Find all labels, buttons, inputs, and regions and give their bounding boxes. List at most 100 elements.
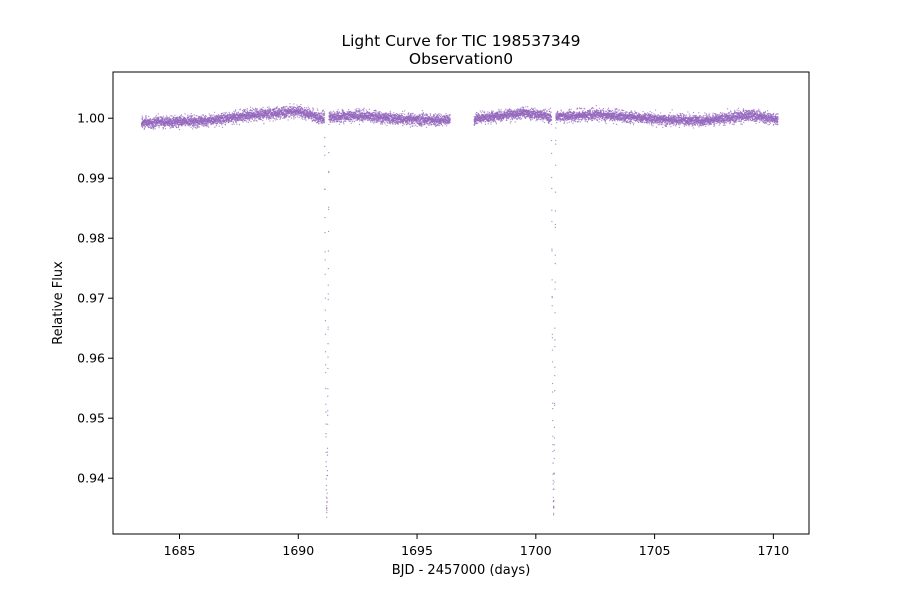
data-point	[272, 116, 275, 118]
data-point	[327, 284, 329, 286]
chart-title: Light Curve for TIC 198537349	[341, 32, 580, 50]
data-point	[233, 123, 235, 125]
data-point	[441, 125, 444, 127]
data-point	[215, 124, 218, 127]
data-point	[425, 126, 428, 129]
data-point	[162, 128, 164, 130]
data-point	[325, 411, 327, 413]
data-point	[330, 111, 332, 113]
data-point	[268, 106, 270, 108]
data-point	[305, 107, 308, 109]
data-point	[384, 123, 386, 125]
data-point	[414, 115, 416, 117]
data-point	[309, 117, 311, 120]
data-point	[188, 125, 190, 127]
data-point	[327, 410, 329, 412]
data-point	[204, 114, 207, 117]
data-point	[375, 111, 377, 113]
data-point	[290, 106, 292, 108]
data-point	[196, 126, 199, 129]
data-point	[307, 108, 309, 111]
data-point	[218, 125, 220, 127]
data-point	[333, 121, 336, 123]
data-point	[412, 112, 414, 115]
data-point	[252, 108, 255, 111]
data-point	[327, 395, 329, 397]
data-point	[232, 112, 234, 114]
data-point	[293, 103, 295, 105]
data-point	[447, 114, 449, 116]
data-point	[194, 126, 197, 129]
data-point	[145, 117, 148, 119]
data-point	[149, 118, 152, 120]
data-point	[162, 118, 164, 120]
data-point	[351, 119, 353, 121]
data-point	[298, 116, 300, 119]
data-point	[324, 251, 326, 253]
data-point	[213, 111, 216, 114]
data-point	[311, 117, 313, 119]
data-point	[181, 115, 183, 118]
data-point	[327, 328, 329, 330]
data-point	[381, 123, 384, 125]
data-point	[325, 423, 327, 425]
data-point	[175, 124, 177, 126]
data-point	[302, 116, 304, 118]
data-point	[324, 137, 326, 139]
data-point	[256, 120, 258, 122]
data-point	[217, 115, 219, 117]
data-point	[304, 109, 306, 111]
data-point	[176, 126, 178, 128]
data-point	[375, 110, 377, 112]
data-point	[180, 114, 183, 116]
data-point	[327, 208, 330, 211]
data-point	[157, 122, 159, 125]
data-point	[269, 120, 271, 122]
data-point	[394, 123, 396, 126]
data-point	[207, 123, 209, 125]
data-point	[223, 112, 225, 114]
data-point	[247, 121, 250, 123]
data-point	[304, 111, 306, 114]
data-point	[326, 423, 329, 425]
data-point	[283, 112, 285, 114]
data-point	[177, 116, 179, 119]
data-point	[163, 117, 165, 119]
data-point	[327, 230, 330, 233]
data-point	[167, 118, 169, 120]
data-point	[160, 116, 162, 118]
data-point	[328, 171, 330, 174]
data-point	[144, 125, 146, 127]
data-point	[429, 114, 432, 117]
data-point	[272, 120, 274, 122]
data-point	[325, 478, 327, 480]
data-point	[246, 109, 248, 111]
data-point	[302, 118, 304, 120]
data-point	[149, 126, 151, 129]
data-point	[437, 113, 440, 115]
data-point	[361, 109, 363, 112]
data-point	[241, 120, 244, 122]
data-point	[325, 461, 327, 463]
data-point	[324, 216, 326, 219]
data-point	[321, 115, 323, 118]
data-point	[295, 114, 297, 116]
data-point	[324, 154, 326, 156]
data-point	[156, 124, 158, 127]
data-point	[386, 124, 388, 127]
data-point	[415, 124, 417, 126]
data-point	[328, 123, 330, 126]
data-point	[448, 115, 450, 118]
data-point	[374, 112, 376, 114]
data-point	[262, 106, 264, 109]
data-point	[197, 119, 199, 121]
data-point	[242, 121, 244, 123]
data-point	[416, 125, 418, 128]
data-point	[230, 113, 232, 116]
data-point	[242, 112, 244, 115]
data-point	[213, 121, 216, 124]
data-point	[322, 109, 325, 111]
data-point	[324, 145, 326, 148]
data-point	[170, 118, 172, 121]
